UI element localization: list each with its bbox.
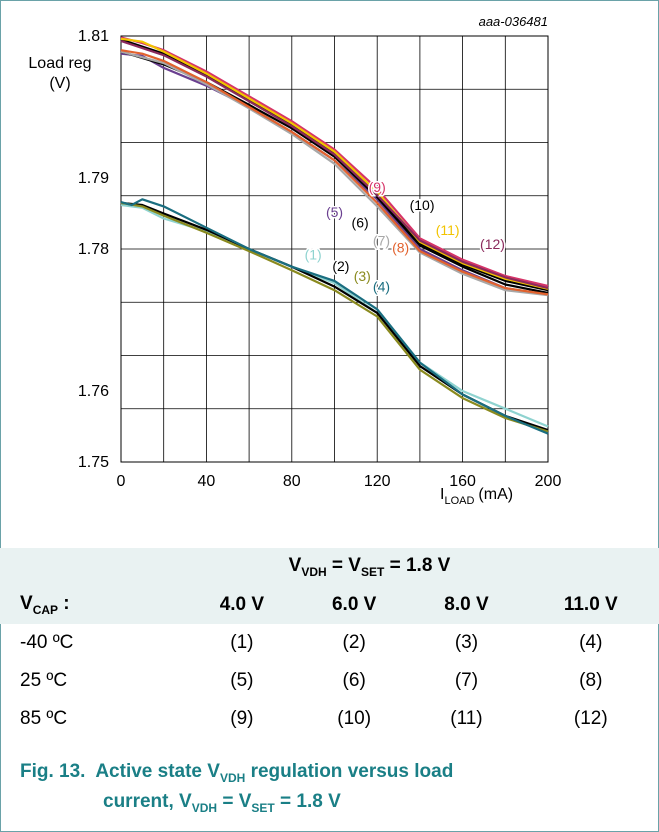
y-axis-label: Load reg [28, 55, 91, 72]
series-label-5: (5) [326, 204, 343, 220]
row-label: 85 ºC [20, 708, 68, 729]
table-cell: (4) [579, 632, 603, 653]
y-tick-label: 1.81 [78, 28, 109, 45]
table-cell: (8) [579, 670, 603, 691]
legend-table-header: VVDH = VSET = 1.8 V [0, 548, 659, 586]
table-row: 25 ºC (5) (6) (7) (8) [0, 662, 659, 700]
column-header: 8.0 V [410, 586, 523, 624]
table-cell: (9) [230, 708, 254, 729]
series-line-11 [120, 37, 549, 290]
table-cell: (1) [230, 632, 254, 653]
figure-code: aaa-036481 [479, 14, 548, 29]
table-cell: (6) [342, 670, 366, 691]
table-cell: (2) [342, 632, 366, 653]
legend-table-columns: VCAP : 4.0 V 6.0 V 8.0 V 11.0 V [0, 586, 659, 624]
series-line-12 [120, 39, 549, 290]
chart-series [120, 36, 549, 435]
y-tick-label: 1.79 [78, 170, 109, 187]
y-tick-label: 1.78 [78, 241, 109, 258]
series-label-7: (7) [373, 232, 390, 248]
x-axis-label-sub: LOAD [444, 495, 474, 507]
series-label-11: (11) [436, 222, 460, 238]
table-cell: (3) [454, 632, 479, 653]
chart-series-labels: (1) (2) (3)(4) (5) (6)(7) (8) (9) (10)(11) (12) [303, 178, 506, 296]
table-cell: (10) [337, 708, 372, 729]
y-axis-unit: (V) [49, 75, 70, 92]
chart-tick-labels: 0 40 80 120 160 200 1.75 1.76 1.78 1.79 1.81 [78, 28, 562, 490]
x-axis-label-main: I [440, 486, 444, 503]
x-tick-label: 0 [117, 473, 126, 490]
series-line-4 [120, 198, 549, 435]
table-cell: (7) [454, 670, 479, 691]
series-label-3: (3) [354, 268, 371, 284]
series-label-4: (4) [373, 279, 390, 295]
series-label-1: (1) [305, 247, 322, 263]
x-axis-unit: (mA) [478, 486, 513, 503]
y-tick-label: 1.75 [78, 454, 109, 471]
x-tick-label: 80 [283, 473, 301, 490]
figure-caption: Fig. 13. Active state VVDH regulation ve… [20, 761, 454, 815]
legend-table: VVDH = VSET = 1.8 V VCAP : 4.0 V 6.0 V 8… [0, 548, 659, 738]
series-label-9: (9) [369, 179, 386, 195]
row-label: 25 ºC [20, 670, 68, 691]
table-cell: (11) [450, 708, 483, 729]
x-tick-label: 160 [449, 473, 476, 490]
y-tick-label: 1.76 [78, 383, 109, 400]
series-label-8: (8) [392, 240, 409, 256]
table-cell: (12) [573, 708, 608, 729]
series-line-7 [120, 50, 549, 297]
vdh-vset-header: VVDH = VSET = 1.8 V [0, 548, 659, 586]
series-label-2: (2) [332, 258, 349, 274]
series-line-8 [120, 49, 549, 296]
row-label: -40 ºC [20, 632, 74, 653]
column-header: 11.0 V [522, 586, 659, 624]
figure-number: Fig. 13. [20, 761, 86, 782]
series-label-6: (6) [352, 215, 369, 231]
x-tick-label: 40 [198, 473, 216, 490]
load-regulation-chart: (1)(2)(3)(4)(5)(6)(7) (8)(9)(10)(11)(12) … [28, 14, 562, 507]
table-row: 85 ºC (9) (10) (11) (12) [0, 700, 659, 738]
table-row: -40 ºC (1) (2) (3) (4) [0, 624, 659, 662]
x-axis-label: ILOAD (mA) [440, 486, 513, 507]
vcap-label: VCAP : [0, 586, 186, 624]
column-header: 4.0 V [185, 586, 299, 624]
series-label-10: (10) [410, 197, 435, 213]
x-tick-label: 120 [364, 473, 391, 490]
series-label-12: (12) [480, 236, 505, 252]
series-line-3 [120, 201, 549, 433]
x-tick-label: 200 [535, 473, 562, 490]
table-cell: (5) [230, 670, 254, 691]
column-header: 6.0 V [298, 586, 411, 624]
